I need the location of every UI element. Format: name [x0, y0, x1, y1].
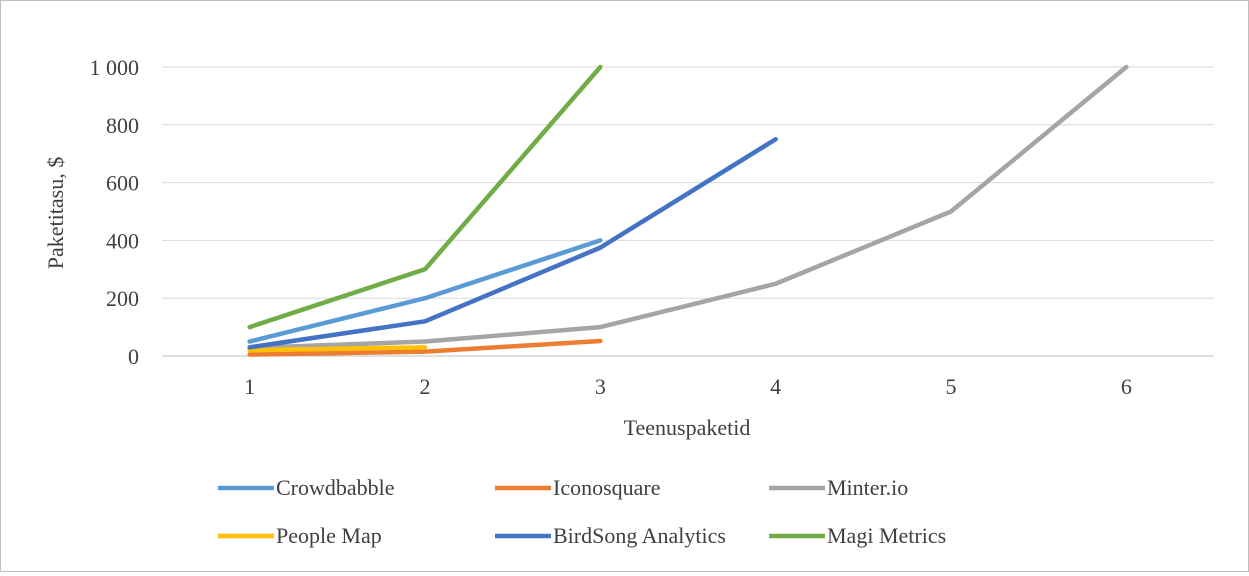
series-line-crowdbabble	[247, 238, 603, 344]
x-axis-title: Teenuspaketid	[624, 415, 751, 440]
series-line-people-map	[247, 345, 428, 353]
legend-label-people-map: People Map	[276, 523, 382, 548]
y-axis-ticks: 0 200 400 600 800 1 000	[90, 55, 140, 369]
legend-label-crowdbabble: Crowdbabble	[276, 475, 395, 500]
y-tick-label: 400	[106, 228, 139, 253]
x-tick-label: 3	[595, 374, 606, 399]
legend: Crowdbabble Iconosquare Minter.io People Ma…	[218, 475, 946, 548]
series-line-birdsong-analytics	[247, 137, 778, 350]
series-line-minter-io	[247, 64, 1129, 351]
legend-label-iconosquare: Iconosquare	[553, 475, 661, 500]
y-tick-label: 800	[106, 113, 139, 138]
series-line-iconosquare	[247, 338, 603, 357]
y-tick-label: 1 000	[90, 55, 140, 80]
x-axis-ticks: 1 2 3 4 5 6	[244, 374, 1132, 399]
series-line-magi-metrics	[247, 64, 603, 330]
y-tick-label: 0	[128, 344, 139, 369]
x-tick-label: 1	[244, 374, 255, 399]
x-tick-label: 6	[1121, 374, 1132, 399]
y-tick-label: 200	[106, 286, 139, 311]
x-tick-label: 4	[770, 374, 781, 399]
x-tick-label: 5	[946, 374, 957, 399]
legend-label-magi-metrics: Magi Metrics	[827, 523, 946, 548]
x-tick-label: 2	[420, 374, 431, 399]
legend-label-minter-io: Minter.io	[827, 475, 908, 500]
y-tick-label: 600	[106, 171, 139, 196]
gridlines	[162, 66, 1214, 357]
legend-label-birdsong-analytics: BirdSong Analytics	[553, 523, 726, 548]
series-lines	[247, 64, 1129, 357]
y-axis-title: Paketitasu, $	[43, 157, 68, 269]
